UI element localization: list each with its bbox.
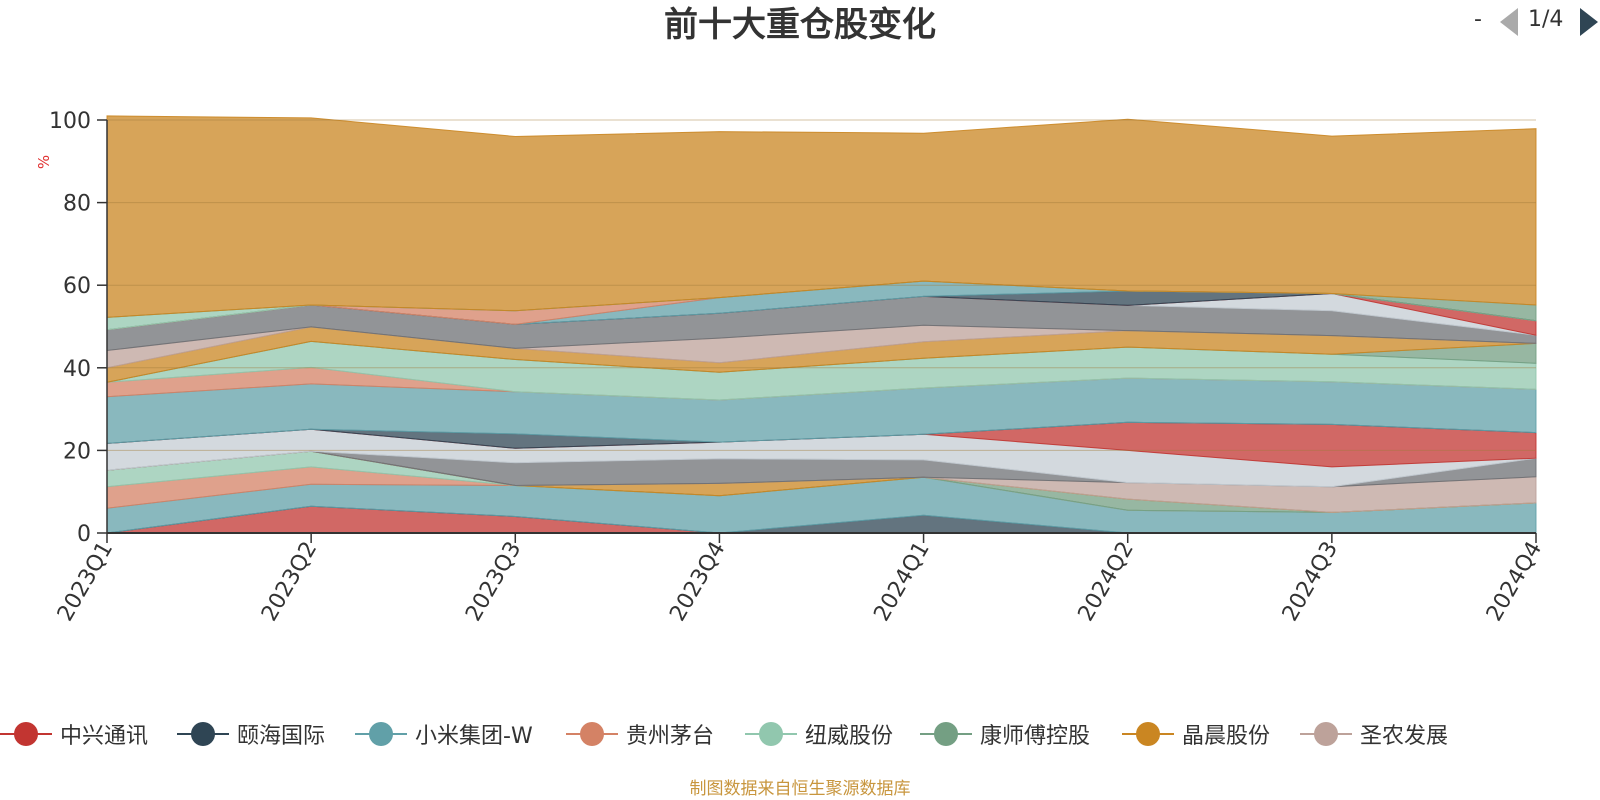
source-note: 制图数据来自恒生聚源数据库 (689, 779, 911, 799)
legend-label: 颐海国际 (237, 724, 326, 749)
legend-page-indicator: 1/4 (1528, 7, 1564, 32)
x-tick-label: 2023Q1 (53, 538, 118, 626)
legend-item[interactable]: 贵州茅台 (566, 714, 714, 754)
legend-next-page-icon[interactable] (1580, 8, 1598, 36)
grid-layer (107, 119, 1536, 451)
x-tick-label: 2024Q1 (869, 538, 934, 626)
x-tick-label: 2024Q3 (1278, 538, 1343, 626)
y-tick-label: 100 (49, 109, 91, 134)
legend-label: 小米集团-W (415, 724, 533, 749)
y-tick-label: 40 (63, 357, 91, 382)
legend-item[interactable]: 康师傅控股 (920, 714, 1090, 754)
y-tick-label: 20 (63, 439, 91, 464)
area-series-27[interactable] (106, 115, 1537, 318)
x-tick-label: 2023Q4 (665, 538, 730, 626)
legend-label: 纽威股份 (805, 724, 894, 749)
areas-layer (106, 115, 1537, 534)
legend-item[interactable]: 圣农发展 (1300, 714, 1448, 754)
x-tick-label: 2024Q2 (1074, 538, 1139, 626)
legend-marker-icon (0, 714, 52, 754)
legend-label: 康师傅控股 (980, 724, 1091, 749)
legend-marker-icon (566, 714, 618, 754)
y-tick-label: 80 (63, 192, 91, 217)
y-tick-label: 0 (77, 522, 91, 547)
chart-area: 0 20 40 60 80 100 2023Q1 2023Q2 2023Q3 2023Q4 2024… (35, 109, 1547, 626)
legend: 中兴通讯 颐海国际 小米集团-W 贵州茅台 纽威股份 康师傅控股 晶晨股份 圣农发展 (0, 714, 1600, 754)
legend-item[interactable]: 晶晨股份 (1122, 714, 1270, 754)
legend-item[interactable]: 颐海国际 (177, 714, 325, 754)
legend-item[interactable]: 中兴通讯 (0, 714, 148, 754)
y-axis-unit-label: % (35, 155, 53, 169)
legend-marker-icon (920, 714, 972, 754)
legend-marker-icon (745, 714, 797, 754)
legend-marker-icon (1300, 714, 1352, 754)
chart-title: 前十大重仓股变化 (664, 5, 936, 45)
legend-label: 晶晨股份 (1182, 724, 1271, 749)
legend-label: 贵州茅台 (626, 724, 715, 749)
legend-marker-icon (177, 714, 229, 754)
legend-label: 中兴通讯 (60, 724, 149, 749)
legend-marker-icon (1122, 714, 1174, 754)
legend-marker-icon (355, 714, 407, 754)
x-tick-label: 2024Q4 (1482, 538, 1547, 626)
legend-item[interactable]: 纽威股份 (745, 714, 893, 754)
legend-item[interactable]: 小米集团-W (355, 714, 533, 754)
x-tick-label: 2023Q3 (461, 538, 526, 626)
x-tick-label: 2023Q2 (257, 538, 322, 626)
legend-prev-page-icon[interactable] (1500, 8, 1518, 36)
y-tick-label: 60 (63, 274, 91, 299)
legend-more-indicator: - (1474, 7, 1482, 32)
legend-label: 圣农发展 (1360, 724, 1449, 749)
